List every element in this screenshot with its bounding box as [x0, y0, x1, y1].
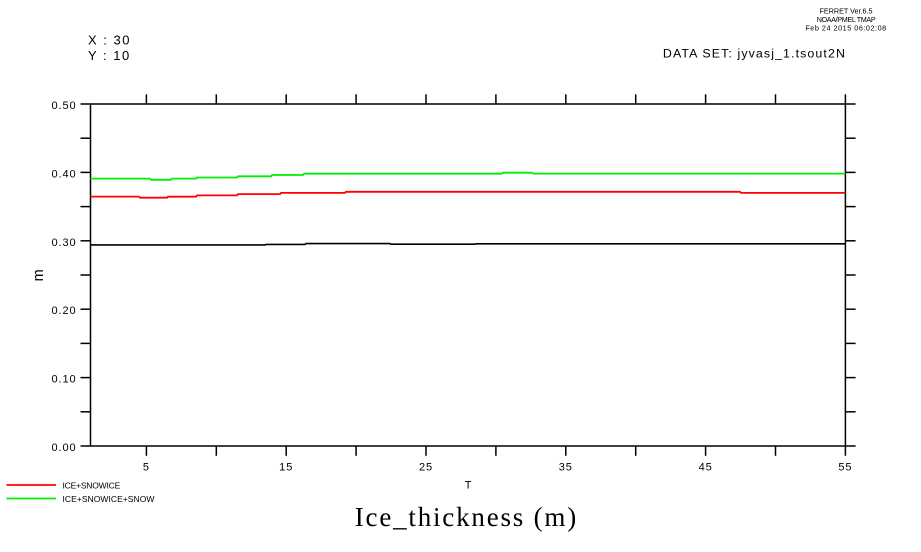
- svg-text:NOAA/PMEL TMAP: NOAA/PMEL TMAP: [817, 15, 876, 24]
- svg-text:0.00: 0.00: [51, 442, 76, 454]
- svg-text:m: m: [31, 269, 47, 281]
- svg-text:0.20: 0.20: [51, 305, 76, 317]
- svg-text:15: 15: [279, 462, 293, 474]
- svg-text:0.50: 0.50: [51, 100, 76, 112]
- svg-text:0.40: 0.40: [51, 168, 76, 180]
- svg-text:Feb 24 2015 06:02:08: Feb 24 2015 06:02:08: [805, 24, 886, 33]
- svg-text:FERRET Ver.6.5: FERRET Ver.6.5: [820, 7, 873, 16]
- svg-text:25: 25: [419, 462, 433, 474]
- svg-text:DATA SET: jyvasj_1.tsout2N: DATA SET: jyvasj_1.tsout2N: [663, 47, 846, 61]
- svg-text:0.10: 0.10: [51, 374, 76, 386]
- svg-text:45: 45: [699, 462, 713, 474]
- svg-text:ICE+SNOWICE: ICE+SNOWICE: [63, 480, 121, 490]
- svg-text:0.30: 0.30: [51, 237, 76, 249]
- svg-text:ICE+SNOWICE+SNOW: ICE+SNOWICE+SNOW: [63, 494, 155, 504]
- svg-text:35: 35: [559, 462, 573, 474]
- svg-text:Y : 10: Y : 10: [88, 48, 131, 63]
- svg-text:Ice_thickness (m): Ice_thickness (m): [355, 502, 578, 532]
- svg-text:X : 30: X : 30: [88, 32, 131, 47]
- svg-text:55: 55: [838, 462, 852, 474]
- svg-text:T: T: [465, 480, 473, 492]
- svg-text:5: 5: [143, 462, 150, 474]
